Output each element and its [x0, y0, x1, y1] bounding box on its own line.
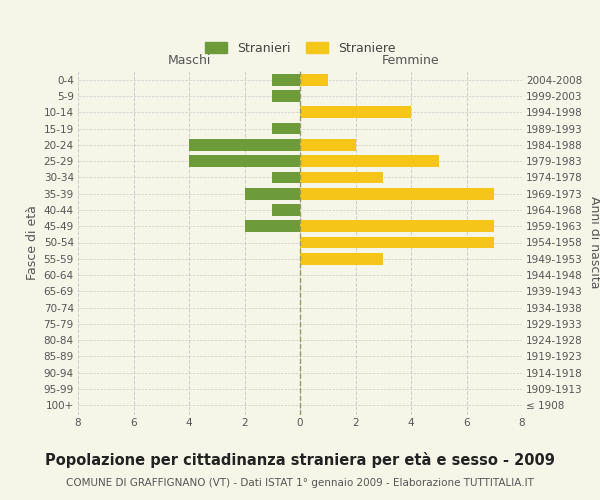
Bar — [272, 90, 300, 102]
Text: Popolazione per cittadinanza straniera per età e sesso - 2009: Popolazione per cittadinanza straniera p… — [45, 452, 555, 468]
Bar — [189, 139, 300, 150]
Text: Maschi: Maschi — [167, 54, 211, 66]
Bar — [272, 172, 300, 183]
Bar — [272, 74, 300, 86]
Legend: Stranieri, Straniere: Stranieri, Straniere — [205, 42, 395, 54]
Bar — [189, 156, 300, 167]
Bar — [300, 156, 439, 167]
Bar — [245, 188, 300, 200]
Bar — [300, 106, 411, 118]
Bar — [300, 139, 355, 150]
Bar — [300, 220, 494, 232]
Bar — [300, 188, 494, 200]
Bar — [272, 204, 300, 216]
Y-axis label: Fasce di età: Fasce di età — [26, 205, 40, 280]
Y-axis label: Anni di nascita: Anni di nascita — [589, 196, 600, 289]
Text: Femmine: Femmine — [382, 54, 440, 66]
Bar — [245, 220, 300, 232]
Bar — [300, 236, 494, 248]
Bar — [300, 74, 328, 86]
Text: COMUNE DI GRAFFIGNANO (VT) - Dati ISTAT 1° gennaio 2009 - Elaborazione TUTTITALI: COMUNE DI GRAFFIGNANO (VT) - Dati ISTAT … — [66, 478, 534, 488]
Bar — [300, 172, 383, 183]
Bar — [272, 122, 300, 134]
Bar — [300, 253, 383, 264]
